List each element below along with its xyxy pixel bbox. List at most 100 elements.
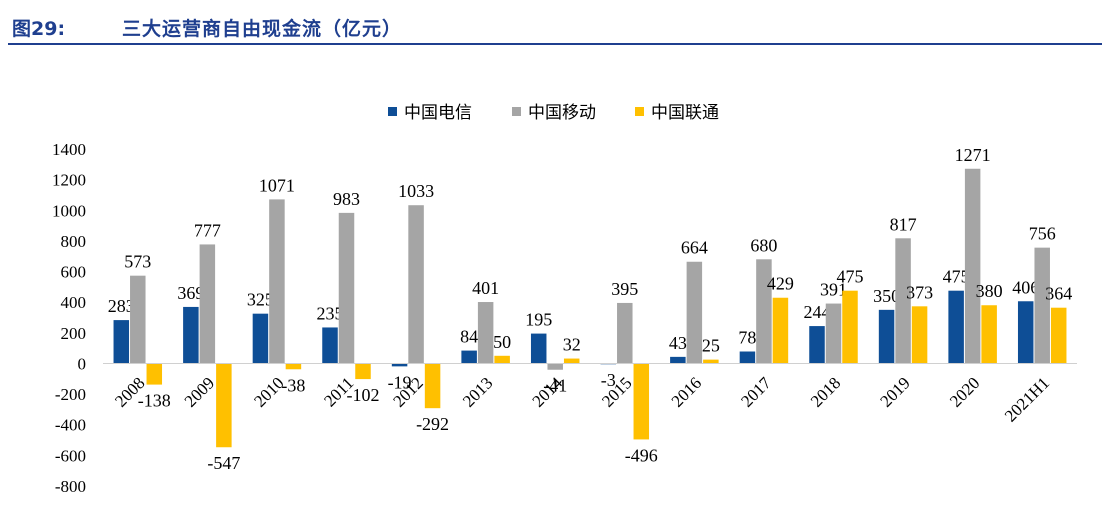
data-label: 777: [194, 220, 221, 240]
data-label: 244: [804, 302, 831, 322]
bar: [739, 351, 756, 364]
bar: [269, 199, 285, 364]
x-tick-label: 2019: [876, 373, 913, 410]
data-label: -41: [543, 376, 567, 396]
bar: [911, 306, 928, 364]
bar: [146, 363, 163, 385]
data-label: 983: [333, 189, 360, 209]
data-label: 401: [472, 278, 499, 298]
y-tick-label: 800: [61, 232, 87, 251]
data-label: -19: [388, 372, 412, 392]
bar: [355, 363, 371, 380]
bar: [338, 212, 355, 364]
data-label: 350: [873, 286, 900, 306]
bar: [494, 355, 510, 364]
y-axis: -800 -600 -400 -200 0 200 400 600 800 1000 1200 140…: [52, 140, 86, 496]
bar: [1034, 247, 1050, 364]
x-tick-label: 2017: [737, 373, 775, 411]
bar: [948, 290, 964, 364]
data-label: 429: [767, 274, 794, 294]
bar: [424, 363, 441, 409]
bar: [216, 363, 232, 448]
bar: [322, 327, 338, 364]
bar: [878, 309, 895, 364]
legend-swatch: [388, 107, 397, 116]
data-label: 391: [820, 280, 847, 300]
bar: [252, 313, 269, 364]
bar: [895, 238, 911, 364]
figure-number: 图29:: [12, 18, 66, 40]
data-label: 664: [681, 238, 708, 258]
bar: [825, 303, 842, 364]
bar: [130, 275, 146, 364]
data-label: 1271: [955, 145, 991, 165]
data-label: 680: [750, 235, 777, 255]
y-tick-label: -200: [55, 385, 86, 404]
data-label: 43: [669, 333, 687, 353]
x-tick-label: 2020: [946, 373, 983, 410]
data-label: 283: [108, 296, 135, 316]
bar: [772, 297, 789, 364]
data-label: 380: [976, 281, 1003, 301]
data-label: 573: [124, 252, 151, 272]
data-label: -547: [207, 453, 240, 473]
bar: [1017, 301, 1034, 364]
data-label: -138: [138, 391, 171, 411]
x-tick-label: 2009: [181, 373, 218, 410]
figure-title: 三大运营商自由现金流（亿元）: [122, 18, 403, 40]
legend-label: 中国移动: [528, 103, 596, 123]
bar: [199, 244, 216, 364]
legend-label: 中国电信: [404, 103, 472, 123]
y-tick-label: -600: [55, 446, 86, 465]
bar: [964, 168, 981, 364]
data-label: 235: [317, 303, 344, 323]
bar: [547, 363, 563, 370]
data-label: -38: [281, 375, 305, 395]
y-tick-label: 0: [78, 354, 87, 373]
x-axis: 2008 2009 2010 2011 2012 2013 2014 2015 2016 2017…: [103, 362, 1077, 426]
data-label: 406: [1012, 277, 1039, 297]
bar: [686, 261, 703, 364]
data-label: 756: [1029, 224, 1056, 244]
data-label: -3: [601, 370, 616, 390]
figure-header: 图29: 三大运营商自由现金流（亿元）: [0, 0, 1107, 46]
data-label: 369: [177, 283, 204, 303]
data-label: 84: [460, 327, 478, 347]
data-label: 32: [563, 335, 581, 355]
data-label: -496: [625, 445, 658, 465]
data-label: 325: [247, 290, 274, 310]
bar: [530, 333, 547, 364]
legend-label: 中国联通: [651, 103, 719, 123]
legend-swatch: [512, 107, 521, 116]
bar: [1050, 307, 1067, 364]
bar: [285, 363, 302, 370]
bar: [113, 320, 130, 364]
y-tick-label: 200: [61, 324, 87, 343]
data-label: 195: [525, 310, 552, 330]
data-label: -102: [347, 385, 380, 405]
bar: [670, 356, 686, 364]
bar: [563, 358, 580, 364]
bar: [842, 290, 858, 364]
x-tick-label: 2021H1: [1001, 373, 1053, 425]
data-label: -292: [416, 414, 449, 434]
y-tick-label: -800: [55, 477, 86, 496]
y-tick-label: 1200: [52, 171, 86, 190]
data-label: 1033: [398, 181, 434, 201]
data-label: 50: [493, 332, 511, 352]
y-tick-label: -400: [55, 416, 86, 435]
y-tick-label: 1400: [52, 140, 86, 159]
data-label: 1071: [259, 175, 295, 195]
data-label: 395: [611, 279, 638, 299]
bar: [756, 259, 772, 364]
bar: [391, 363, 408, 367]
y-tick-label: 400: [61, 293, 87, 312]
data-label: 817: [890, 214, 917, 234]
bar: [408, 205, 424, 364]
data-label: 475: [837, 267, 864, 287]
legend-swatch: [635, 107, 644, 116]
bar: [183, 306, 199, 364]
bar: [477, 302, 494, 364]
bar: [703, 359, 719, 364]
